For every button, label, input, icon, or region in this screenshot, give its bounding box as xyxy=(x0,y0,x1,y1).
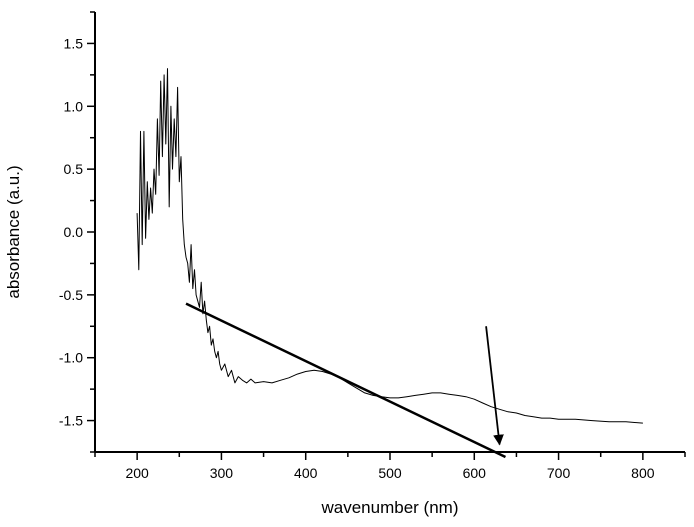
x-axis-label: wavenumber (nm) xyxy=(321,498,459,517)
y-tick-label: -1.0 xyxy=(59,350,83,366)
x-tick-label: 200 xyxy=(125,465,149,481)
plot-area xyxy=(136,68,643,424)
y-tick-label: 0.0 xyxy=(64,224,84,240)
y-tick-label: -0.5 xyxy=(59,287,83,303)
y-axis-label: absorbance (a.u.) xyxy=(4,165,23,298)
x-tick-label: 600 xyxy=(463,465,487,481)
annotation-line xyxy=(185,302,507,459)
ticks xyxy=(87,11,686,460)
x-tick-label: 500 xyxy=(378,465,402,481)
y-tick-label: 0.5 xyxy=(64,161,84,177)
y-tick-label: 1.5 xyxy=(64,35,84,51)
x-tick-label: 300 xyxy=(210,465,234,481)
x-tick-label: 700 xyxy=(547,465,571,481)
annotation-arrow xyxy=(485,326,504,446)
annotations xyxy=(185,302,507,459)
y-tick-label: -1.5 xyxy=(59,413,83,429)
tick-labels: 200 300 400 500 600 700 800 1.5 1.0 0.5 0.0 -0.5 -1.… xyxy=(59,35,655,481)
x-tick-label: 400 xyxy=(294,465,318,481)
x-tick-label: 800 xyxy=(631,465,655,481)
series-line xyxy=(136,68,643,424)
y-tick-label: 1.0 xyxy=(64,98,84,114)
